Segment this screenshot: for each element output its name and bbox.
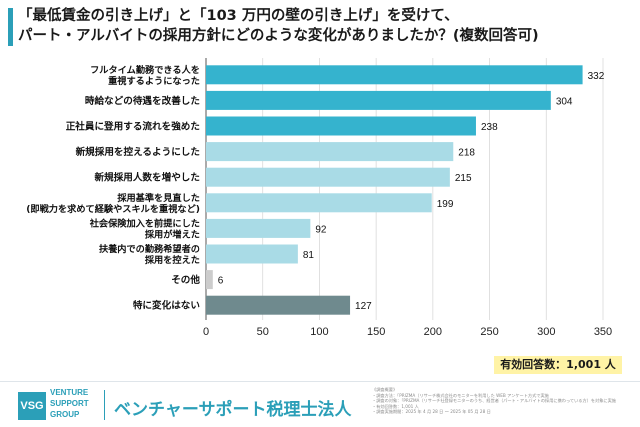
logo-divider	[104, 390, 105, 420]
category-label: 新規採用を控えるようにした	[76, 146, 200, 158]
category-label: 新規採用人数を増やした	[94, 172, 200, 184]
bar-chart: 0 50 100 150 200 250 300 350 332 フルタイム勤務できる人を重視する…	[26, 58, 612, 338]
chart-title-line-2: パート・アルバイトの採用方針にどのような変化がありましたか？(複数回答可)	[18, 28, 539, 44]
x-tick-label: 350	[594, 326, 612, 338]
vsg-logo-text: VENTURE SUPPORT GROUP	[50, 387, 110, 420]
title-accent-bar	[8, 8, 13, 46]
x-tick-label: 300	[537, 326, 555, 338]
value-label: 199	[437, 199, 454, 210]
value-label: 238	[481, 122, 498, 133]
bar	[206, 244, 298, 264]
chart-title-line-1: 「最低賃金の引き上げ」と「103 万円の壁の引き上げ」を受けて、	[18, 8, 459, 24]
value-label: 92	[315, 224, 327, 235]
category-label: 正社員に登用する流れを強めた	[66, 121, 200, 133]
value-label: 332	[588, 71, 605, 82]
bar	[206, 65, 583, 85]
x-tick-label: 0	[203, 326, 209, 338]
x-tick-label: 200	[424, 326, 442, 338]
bar	[206, 193, 432, 213]
category-label: 特に変化はない	[133, 300, 201, 312]
category-label: 時給などの待遇を改善した	[85, 95, 200, 107]
bar	[206, 270, 213, 290]
value-label: 6	[218, 276, 224, 287]
category-label: (即戦力を求めて経験やスキルを重視など)	[26, 203, 200, 215]
chart-title: 「最低賃金の引き上げ」と「103 万円の壁の引き上げ」を受けて、 パート・アルバ…	[18, 6, 638, 46]
bar	[206, 295, 351, 315]
value-label: 215	[455, 173, 472, 184]
survey-notes: 《調査概要》 ・調査方法：「PRIZMA（リサーチ株式会社のモニターを利用した …	[372, 387, 634, 415]
survey-note: 《調査概要》	[372, 387, 398, 392]
value-label: 218	[458, 148, 475, 159]
bar	[206, 116, 476, 136]
logo-line-1: VENTURE	[50, 388, 89, 397]
category-label: 扶養内での勤務希望者の	[99, 243, 200, 255]
x-tick-label: 150	[367, 326, 385, 338]
category-label: 採用が増えた	[145, 228, 200, 240]
x-tick-label: 100	[310, 326, 328, 338]
category-label: 採用基準を見直した	[117, 192, 200, 204]
category-label: フルタイム勤務できる人を	[90, 64, 200, 76]
value-label: 81	[303, 250, 315, 261]
x-tick-label: 250	[480, 326, 498, 338]
survey-note: ・調査方法：「PRIZMA（リサーチ株式会社のモニターを利用した WEB アンケ…	[372, 392, 549, 398]
category-label: 採用を控えた	[145, 254, 200, 266]
category-label: 重視するようになった	[108, 75, 200, 87]
value-label: 127	[355, 301, 372, 312]
logo-line-2: SUPPORT	[50, 399, 89, 408]
survey-note: ・有効回答数：1,001 人	[372, 403, 419, 409]
bar	[206, 218, 311, 238]
total-responses-label: 有効回答数：1,001 人	[494, 356, 622, 374]
category-label: その他	[171, 274, 200, 286]
survey-note: ・調査実施期間：2025 年 4 月 28 日 ～ 2025 年 05 月 28…	[372, 409, 491, 415]
survey-note: ・調査の対象：「PRIZMA（リサーチ社登録モニターのうち、経営者（パート・アル…	[372, 398, 616, 404]
bar	[206, 90, 551, 110]
x-tick-label: 50	[257, 326, 269, 338]
bar	[206, 142, 454, 162]
footer-divider	[0, 381, 640, 382]
category-label: 社会保険加入を前提にした	[89, 217, 200, 229]
bar	[206, 167, 450, 187]
vsg-logo-mark: VSG	[18, 392, 46, 420]
value-label: 304	[556, 96, 573, 107]
company-name: ベンチャーサポート税理士法人	[114, 400, 352, 420]
logo-line-3: GROUP	[50, 410, 80, 419]
